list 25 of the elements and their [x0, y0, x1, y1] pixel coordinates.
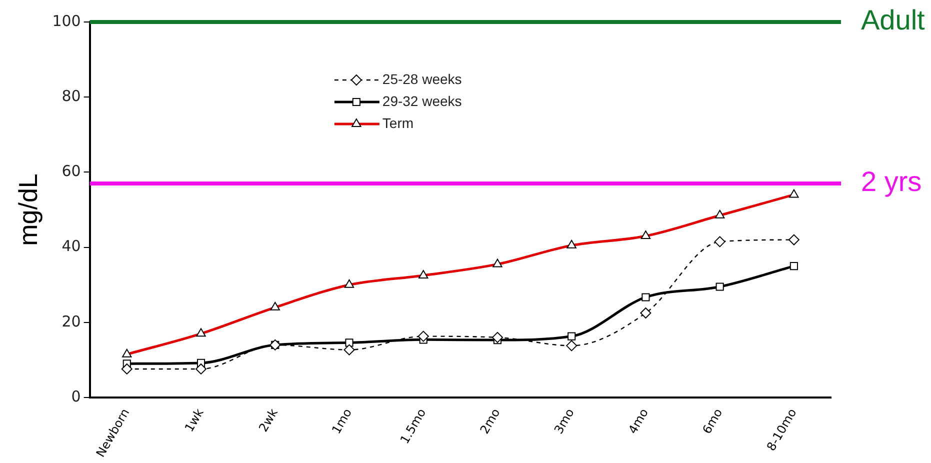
legend-label: 29-32 weeks	[382, 92, 462, 109]
y-tick-label: 60	[62, 162, 81, 180]
point	[788, 234, 800, 246]
point	[566, 340, 578, 352]
point	[714, 236, 726, 248]
y-tick-label: 0	[71, 387, 81, 406]
point	[344, 344, 355, 356]
y-tick-label: 100	[52, 12, 81, 30]
point	[716, 282, 724, 291]
legend-label: Term	[382, 114, 414, 131]
y-tick-label: 40	[62, 237, 81, 256]
point	[568, 332, 576, 340]
ref-line-label: 2 yrs	[861, 166, 922, 198]
point	[418, 330, 429, 342]
point	[790, 262, 798, 270]
y-tick-label: 80	[62, 86, 81, 105]
y-tick-label: 20	[62, 312, 81, 330]
point	[640, 308, 652, 319]
point	[196, 363, 207, 374]
ref-line-label: Adult	[861, 4, 926, 36]
point	[121, 363, 132, 374]
point	[642, 293, 650, 302]
legend-label: 25-28 weeks	[382, 70, 462, 87]
y-axis-title: mg/dL	[12, 174, 43, 246]
point	[492, 332, 503, 343]
